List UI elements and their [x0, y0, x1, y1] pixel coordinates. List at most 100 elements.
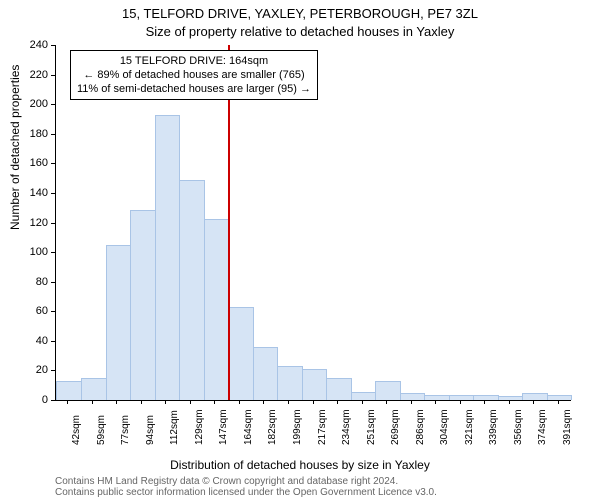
y-tick-mark	[51, 311, 55, 312]
histogram-bar	[106, 245, 132, 400]
histogram-bar	[473, 395, 499, 400]
x-tick-mark	[533, 400, 534, 404]
y-tick-label: 240	[30, 39, 48, 51]
y-tick-label: 0	[42, 394, 48, 406]
attribution-line-2: Contains public sector information licen…	[55, 487, 437, 498]
y-tick-label: 40	[36, 335, 48, 347]
histogram-bar	[449, 395, 475, 400]
chart-container: 15, TELFORD DRIVE, YAXLEY, PETERBOROUGH,…	[0, 0, 600, 500]
x-tick-label: 339sqm	[488, 409, 499, 445]
x-tick-label: 77sqm	[120, 415, 131, 445]
annotation-line: 11% of semi-detached houses are larger (…	[77, 82, 311, 96]
histogram-bar	[204, 219, 230, 400]
x-tick-mark	[288, 400, 289, 404]
y-tick-label: 100	[30, 246, 48, 258]
annotation-line: ← 89% of detached houses are smaller (76…	[77, 68, 311, 82]
x-tick-mark	[362, 400, 363, 404]
x-tick-label: 391sqm	[562, 409, 573, 445]
x-tick-mark	[239, 400, 240, 404]
x-tick-label: 356sqm	[513, 409, 524, 445]
x-tick-label: 304sqm	[439, 409, 450, 445]
histogram-bar	[302, 369, 328, 400]
chart-title-sub: Size of property relative to detached ho…	[0, 24, 600, 39]
x-tick-label: 217sqm	[317, 409, 328, 445]
chart-title-main: 15, TELFORD DRIVE, YAXLEY, PETERBOROUGH,…	[0, 6, 600, 21]
histogram-bar	[81, 378, 107, 400]
x-tick-label: 321sqm	[464, 409, 475, 445]
histogram-bar	[179, 180, 205, 400]
x-tick-mark	[509, 400, 510, 404]
x-tick-mark	[116, 400, 117, 404]
y-tick-mark	[51, 104, 55, 105]
x-tick-label: 234sqm	[341, 409, 352, 445]
x-axis-label: Distribution of detached houses by size …	[0, 458, 600, 472]
histogram-bar	[130, 210, 156, 400]
x-tick-label: 147sqm	[218, 409, 229, 445]
histogram-bar	[326, 378, 352, 400]
y-tick-mark	[51, 45, 55, 46]
x-tick-mark	[435, 400, 436, 404]
y-tick-label: 200	[30, 98, 48, 110]
annotation-line: 15 TELFORD DRIVE: 164sqm	[77, 54, 311, 68]
histogram-bar	[155, 115, 181, 400]
x-tick-mark	[411, 400, 412, 404]
x-tick-label: 269sqm	[390, 409, 401, 445]
y-tick-mark	[51, 75, 55, 76]
y-tick-mark	[51, 282, 55, 283]
x-tick-label: 164sqm	[243, 409, 254, 445]
x-tick-mark	[460, 400, 461, 404]
histogram-bar	[547, 395, 573, 400]
x-tick-mark	[558, 400, 559, 404]
x-tick-label: 59sqm	[96, 415, 107, 445]
x-tick-label: 251sqm	[366, 409, 377, 445]
x-tick-mark	[165, 400, 166, 404]
histogram-bar	[400, 393, 426, 400]
y-tick-mark	[51, 400, 55, 401]
histogram-bar	[228, 307, 254, 400]
x-tick-mark	[484, 400, 485, 404]
y-tick-mark	[51, 223, 55, 224]
x-tick-label: 94sqm	[145, 415, 156, 445]
y-tick-label: 20	[36, 364, 48, 376]
y-tick-mark	[51, 252, 55, 253]
y-tick-mark	[51, 341, 55, 342]
x-tick-mark	[386, 400, 387, 404]
histogram-bar	[424, 395, 450, 400]
x-tick-mark	[214, 400, 215, 404]
attribution-line-1: Contains HM Land Registry data © Crown c…	[55, 476, 437, 487]
y-tick-label: 220	[30, 69, 48, 81]
x-tick-mark	[92, 400, 93, 404]
x-tick-label: 199sqm	[292, 409, 303, 445]
annotation-box: 15 TELFORD DRIVE: 164sqm← 89% of detache…	[70, 50, 318, 100]
y-tick-label: 80	[36, 276, 48, 288]
x-tick-mark	[263, 400, 264, 404]
x-tick-label: 182sqm	[267, 409, 278, 445]
histogram-bar	[277, 366, 303, 400]
y-tick-mark	[51, 370, 55, 371]
x-tick-label: 42sqm	[71, 415, 82, 445]
y-tick-label: 140	[30, 187, 48, 199]
x-tick-label: 286sqm	[415, 409, 426, 445]
y-tick-label: 180	[30, 128, 48, 140]
histogram-bar	[56, 381, 82, 400]
x-tick-mark	[313, 400, 314, 404]
y-tick-label: 60	[36, 305, 48, 317]
x-tick-label: 129sqm	[194, 409, 205, 445]
attribution-text: Contains HM Land Registry data © Crown c…	[55, 476, 437, 498]
y-tick-label: 120	[30, 217, 48, 229]
x-tick-mark	[141, 400, 142, 404]
histogram-bar	[498, 396, 524, 400]
y-tick-label: 160	[30, 157, 48, 169]
x-tick-mark	[67, 400, 68, 404]
x-tick-mark	[190, 400, 191, 404]
y-tick-mark	[51, 163, 55, 164]
y-axis-label: Number of detached properties	[8, 65, 22, 230]
histogram-bar	[253, 347, 279, 400]
x-tick-mark	[337, 400, 338, 404]
x-tick-label: 112sqm	[169, 410, 180, 445]
histogram-bar	[375, 381, 401, 400]
y-tick-mark	[51, 134, 55, 135]
histogram-bar	[351, 392, 377, 400]
x-tick-label: 374sqm	[537, 409, 548, 445]
y-tick-mark	[51, 193, 55, 194]
